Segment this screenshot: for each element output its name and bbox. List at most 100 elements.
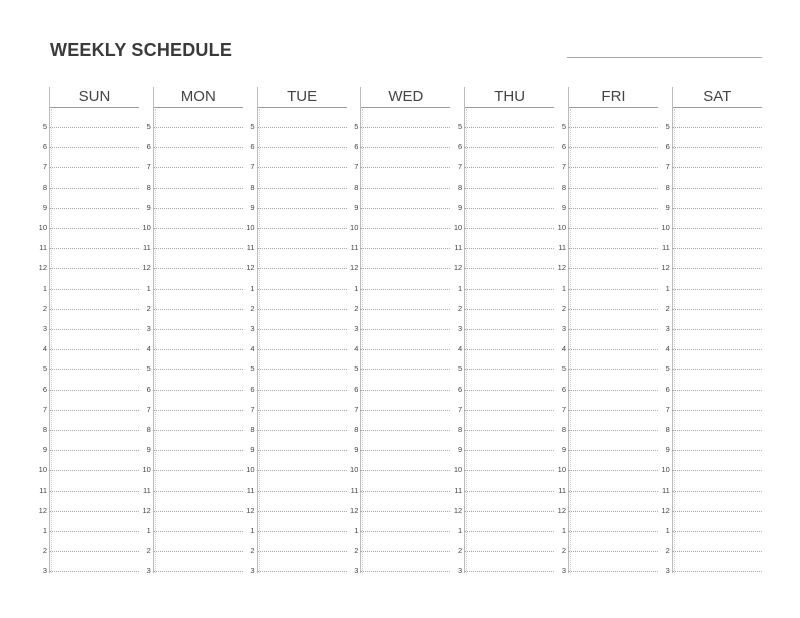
hour-row[interactable]: 11 (554, 485, 658, 497)
hour-row[interactable]: 4 (35, 343, 139, 355)
hour-row[interactable]: 7 (450, 161, 555, 173)
hour-row[interactable]: 1 (243, 525, 347, 537)
hour-row[interactable]: 2 (450, 545, 555, 557)
hour-row[interactable]: 5 (35, 363, 139, 375)
hour-row[interactable]: 2 (450, 303, 555, 315)
hour-row[interactable]: 11 (450, 242, 555, 254)
hour-row[interactable]: 10 (450, 464, 555, 476)
hour-row[interactable]: 10 (243, 464, 347, 476)
hour-row[interactable]: 4 (346, 343, 451, 355)
hour-row[interactable]: 11 (35, 485, 139, 497)
hour-row[interactable]: 2 (243, 303, 347, 315)
hour-row[interactable]: 8 (346, 424, 451, 436)
hour-row[interactable]: 11 (658, 485, 762, 497)
hour-row[interactable]: 3 (243, 323, 347, 335)
hour-row[interactable]: 5 (243, 121, 347, 133)
hour-row[interactable]: 9 (139, 444, 243, 456)
hour-row[interactable]: 7 (346, 404, 451, 416)
hour-row[interactable]: 1 (450, 283, 555, 295)
hour-row[interactable]: 1 (35, 283, 139, 295)
hour-row[interactable]: 6 (450, 384, 555, 396)
hour-row[interactable]: 6 (35, 384, 139, 396)
hour-row[interactable]: 12 (450, 505, 555, 517)
hour-row[interactable]: 9 (658, 444, 762, 456)
hour-row[interactable]: 3 (554, 323, 658, 335)
hour-row[interactable]: 2 (243, 545, 347, 557)
hour-row[interactable]: 8 (243, 424, 347, 436)
hour-row[interactable]: 8 (450, 182, 555, 194)
hour-row[interactable]: 5 (139, 121, 243, 133)
hour-row[interactable]: 7 (243, 404, 347, 416)
hour-row[interactable]: 2 (658, 303, 762, 315)
hour-row[interactable]: 12 (450, 262, 555, 274)
hour-row[interactable]: 9 (450, 202, 555, 214)
hour-row[interactable]: 3 (450, 323, 555, 335)
hour-row[interactable]: 12 (658, 505, 762, 517)
hour-row[interactable]: 5 (35, 121, 139, 133)
hour-row[interactable]: 9 (346, 444, 451, 456)
hour-row[interactable]: 3 (554, 565, 658, 577)
hour-row[interactable]: 11 (139, 485, 243, 497)
hour-row[interactable]: 9 (658, 202, 762, 214)
hour-row[interactable]: 7 (658, 404, 762, 416)
hour-row[interactable]: 8 (658, 182, 762, 194)
hour-row[interactable]: 5 (450, 121, 555, 133)
hour-row[interactable]: 2 (658, 545, 762, 557)
hour-row[interactable]: 6 (658, 141, 762, 153)
hour-row[interactable]: 5 (658, 121, 762, 133)
hour-row[interactable]: 1 (243, 283, 347, 295)
hour-row[interactable]: 1 (554, 283, 658, 295)
hour-row[interactable]: 2 (35, 545, 139, 557)
hour-row[interactable]: 7 (139, 161, 243, 173)
hour-row[interactable]: 12 (139, 505, 243, 517)
hour-row[interactable]: 10 (139, 464, 243, 476)
hour-row[interactable]: 8 (346, 182, 451, 194)
hour-row[interactable]: 1 (139, 525, 243, 537)
hour-row[interactable]: 7 (139, 404, 243, 416)
hour-row[interactable]: 7 (35, 404, 139, 416)
hour-row[interactable]: 7 (554, 404, 658, 416)
hour-row[interactable]: 12 (139, 262, 243, 274)
hour-row[interactable]: 5 (450, 363, 555, 375)
hour-row[interactable]: 1 (139, 283, 243, 295)
hour-row[interactable]: 6 (346, 384, 451, 396)
hour-row[interactable]: 10 (450, 222, 555, 234)
hour-row[interactable]: 3 (346, 323, 451, 335)
hour-row[interactable]: 10 (35, 464, 139, 476)
hour-row[interactable]: 11 (243, 242, 347, 254)
hour-row[interactable]: 1 (346, 525, 451, 537)
hour-row[interactable]: 12 (554, 505, 658, 517)
hour-row[interactable]: 9 (554, 202, 658, 214)
hour-row[interactable]: 9 (346, 202, 451, 214)
hour-row[interactable]: 1 (658, 283, 762, 295)
hour-row[interactable]: 5 (658, 363, 762, 375)
hour-row[interactable]: 2 (554, 303, 658, 315)
hour-row[interactable]: 2 (346, 545, 451, 557)
hour-row[interactable]: 8 (35, 424, 139, 436)
hour-row[interactable]: 12 (35, 262, 139, 274)
hour-row[interactable]: 8 (554, 182, 658, 194)
hour-row[interactable]: 2 (35, 303, 139, 315)
hour-row[interactable]: 9 (139, 202, 243, 214)
hour-row[interactable]: 11 (139, 242, 243, 254)
hour-row[interactable]: 10 (346, 222, 451, 234)
hour-row[interactable]: 2 (139, 303, 243, 315)
hour-row[interactable]: 11 (450, 485, 555, 497)
hour-row[interactable]: 2 (554, 545, 658, 557)
hour-row[interactable]: 8 (658, 424, 762, 436)
hour-row[interactable]: 8 (450, 424, 555, 436)
hour-row[interactable]: 10 (35, 222, 139, 234)
hour-row[interactable]: 10 (554, 222, 658, 234)
hour-row[interactable]: 6 (35, 141, 139, 153)
hour-row[interactable]: 8 (35, 182, 139, 194)
hour-row[interactable]: 6 (658, 384, 762, 396)
hour-row[interactable]: 9 (243, 202, 347, 214)
hour-row[interactable]: 7 (554, 161, 658, 173)
hour-row[interactable]: 6 (450, 141, 555, 153)
hour-row[interactable]: 6 (139, 141, 243, 153)
hour-row[interactable]: 8 (243, 182, 347, 194)
hour-row[interactable]: 5 (554, 121, 658, 133)
hour-row[interactable]: 3 (139, 565, 243, 577)
hour-row[interactable]: 1 (554, 525, 658, 537)
hour-row[interactable]: 3 (346, 565, 451, 577)
